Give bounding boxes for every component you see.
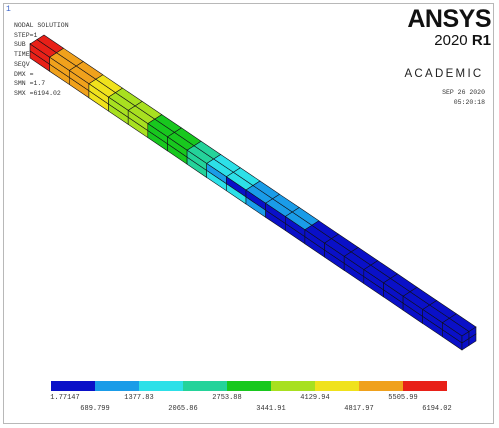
legend-swatch-2 <box>139 381 183 391</box>
brand-version: 2020 R1 <box>391 32 491 50</box>
solution-title: NODAL SOLUTION <box>14 22 69 29</box>
window-number: 1 <box>6 5 11 14</box>
legend-label-top-4: 5505.99 <box>388 394 418 402</box>
legend-label-bottom-4: 6194.02 <box>422 405 452 413</box>
legend-label-bottom-1: 2065.86 <box>168 405 198 413</box>
ansys-logo: ANSYS 2020 R1 <box>391 7 491 50</box>
brand-name: ANSYS <box>407 5 491 33</box>
legend-swatch-5 <box>271 381 315 391</box>
brand-edition: ACADEMIC <box>404 68 484 80</box>
smx-line: SMX =6194.02 <box>14 89 61 97</box>
solution-info: NODAL SOLUTION STEP=1 SUB =1 TIME=1 SEQV DMX … <box>14 21 69 99</box>
step-line: STEP=1 <box>14 31 38 39</box>
contour-legend-bar <box>51 381 447 391</box>
legend-swatch-4 <box>227 381 271 391</box>
legend-label-bottom-0: 689.799 <box>80 405 110 413</box>
legend-label-bottom-2: 3441.91 <box>256 405 286 413</box>
legend-label-top-2: 2753.88 <box>212 394 242 402</box>
graphics-window[interactable] <box>3 3 494 424</box>
legend-label-bottom-3: 4817.97 <box>344 405 374 413</box>
dmx-line: DMX = <box>14 70 34 78</box>
legend-swatch-6 <box>315 381 359 391</box>
seqv-line: SEQV <box>14 60 30 68</box>
version-release: R1 <box>471 32 491 49</box>
legend-label-top-3: 4129.94 <box>300 394 330 402</box>
legend-swatch-1 <box>95 381 139 391</box>
legend-swatch-3 <box>183 381 227 391</box>
element-end <box>468 333 477 347</box>
date-stamp: SEP 26 2020 <box>442 89 485 96</box>
legend-label-top-1: 1377.83 <box>124 394 154 402</box>
time-line: TIME=1 <box>14 51 38 59</box>
smn-line: SMN =1.7 <box>14 80 46 88</box>
legend-swatch-0 <box>51 381 95 391</box>
legend-label-top-0: 1.77147 <box>50 394 80 402</box>
time-stamp: 05:20:18 <box>453 99 485 106</box>
version-year: 2020 <box>434 32 468 49</box>
legend-swatch-8 <box>403 381 447 391</box>
legend-swatch-7 <box>359 381 403 391</box>
